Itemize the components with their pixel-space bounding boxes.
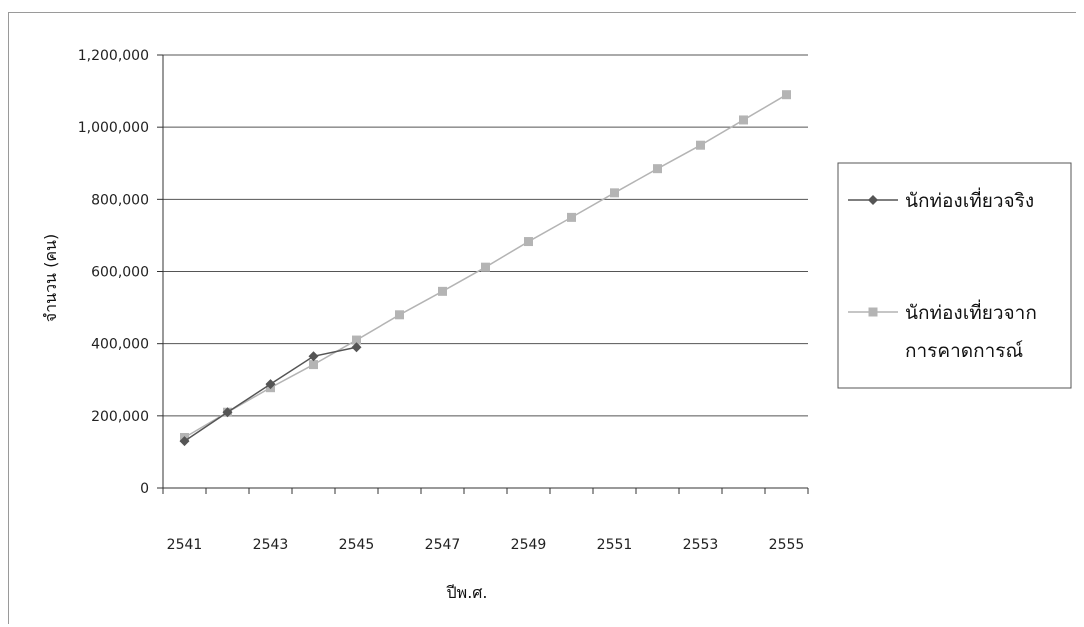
y-tick-label: 0 <box>140 481 149 497</box>
legend-marker <box>868 307 878 317</box>
data-point <box>222 407 233 418</box>
data-point <box>179 436 190 447</box>
y-tick-label: 1,000,000 <box>78 120 149 136</box>
legend-item: นักท่องเที่ยวจริง <box>848 187 1034 212</box>
x-tick-label: 2555 <box>769 537 805 553</box>
data-point <box>308 351 319 362</box>
data-point <box>265 379 276 390</box>
legend-label: นักท่องเที่ยวจริง <box>905 187 1034 212</box>
legend-marker <box>868 195 878 205</box>
x-tick-label: 2549 <box>511 537 547 553</box>
x-tick-label: 2543 <box>253 537 289 553</box>
y-tick-label: 200,000 <box>91 409 149 425</box>
data-point <box>739 115 748 125</box>
series-actual <box>179 342 362 447</box>
legend-label: การคาดการณ์ <box>905 340 1023 362</box>
data-point <box>610 188 619 198</box>
x-tick-label: 2541 <box>167 537 203 553</box>
data-point <box>395 310 404 320</box>
x-tick-label: 2551 <box>597 537 633 553</box>
y-tick-label: 1,200,000 <box>78 48 149 64</box>
data-point <box>696 140 705 150</box>
data-point <box>309 360 318 370</box>
y-tick-label: 600,000 <box>91 265 149 281</box>
x-tick-label: 2545 <box>339 537 375 553</box>
data-point <box>524 237 533 247</box>
legend-label: นักท่องเที่ยวจาก <box>905 299 1037 324</box>
series <box>179 90 791 447</box>
legend: นักท่องเที่ยวจริงนักท่องเที่ยวจากการคาดก… <box>837 162 1072 389</box>
tick-labels: 0 200,000 400,000 600,000 800,000 1,000,000 1,… <box>78 48 805 553</box>
data-point <box>438 286 447 296</box>
y-tick-label: 800,000 <box>91 192 149 208</box>
axes <box>157 54 809 494</box>
data-point <box>481 262 490 272</box>
y-tick-label: 400,000 <box>91 337 149 353</box>
data-point <box>351 342 362 353</box>
data-point <box>782 90 791 100</box>
x-tick-label: 2547 <box>425 537 461 553</box>
data-point <box>567 212 576 222</box>
y-axis-title: จำนวน (คน) <box>41 234 60 322</box>
x-tick-label: 2553 <box>683 537 719 553</box>
data-point <box>352 335 361 345</box>
chart-frame <box>8 12 1076 624</box>
data-point <box>653 164 662 174</box>
x-axis-title: ปีพ.ศ. <box>446 583 487 602</box>
